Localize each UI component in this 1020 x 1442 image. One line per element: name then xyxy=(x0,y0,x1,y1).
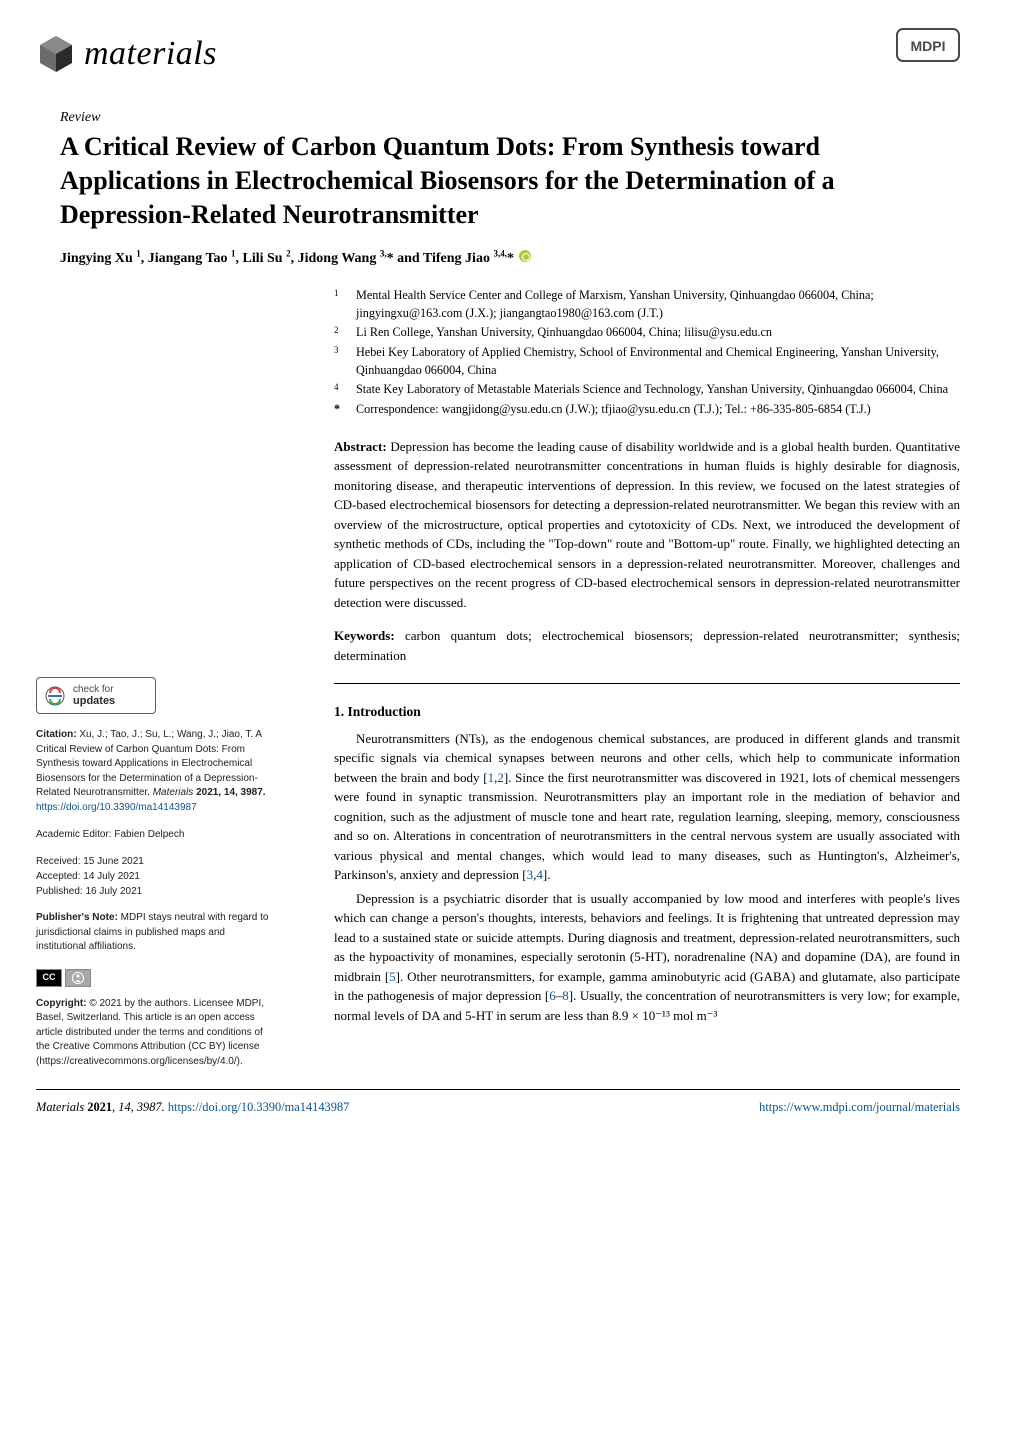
page-footer: Materials 2021, 14, 3987. https://doi.or… xyxy=(36,1089,960,1141)
affiliations: 1 Mental Health Service Center and Colleg… xyxy=(334,287,960,419)
citation-doi-link[interactable]: https://doi.org/10.3390/ma14143987 xyxy=(36,802,197,813)
two-column-region: check for updates Citation: Xu, J.; Tao,… xyxy=(0,287,1020,1069)
keywords-label: Keywords: xyxy=(334,628,395,643)
footer-right: https://www.mdpi.com/journal/materials xyxy=(759,1098,960,1117)
citation-journal: Materials xyxy=(153,787,194,798)
editor-label: Academic Editor: xyxy=(36,829,114,840)
editor-block: Academic Editor: Fabien Delpech xyxy=(36,827,274,842)
editor-name: Fabien Delpech xyxy=(114,829,184,840)
authors-text: Jingying Xu 1, Jiangang Tao 1, Lili Su 2… xyxy=(60,251,514,266)
journal-logo: materials xyxy=(36,28,217,79)
affil-text: Hebei Key Laboratory of Applied Chemistr… xyxy=(356,344,960,379)
cc-by-badge: CC xyxy=(36,969,274,987)
affil-row: 1 Mental Health Service Center and Colleg… xyxy=(334,287,960,322)
affil-num: 2 xyxy=(334,324,344,342)
check-updates-badge[interactable]: check for updates xyxy=(36,677,156,714)
correspondence-row: * Correspondence: wangjidong@ysu.edu.cn (… xyxy=(334,401,960,419)
affil-text: Mental Health Service Center and College… xyxy=(356,287,960,322)
accepted-date: Accepted: 14 July 2021 xyxy=(36,869,274,884)
check-line2: updates xyxy=(73,695,115,707)
check-updates-icon xyxy=(45,686,65,706)
corr-text: Correspondence: wangjidong@ysu.edu.cn (J… xyxy=(356,401,960,419)
page-header: materials MDPI xyxy=(0,0,1020,107)
body-paragraph: Neurotransmitters (NTs), as the endogeno… xyxy=(334,729,960,885)
affil-text: Li Ren College, Yanshan University, Qinh… xyxy=(356,324,960,342)
p1-b: ]. Since the first neurotransmitter was … xyxy=(334,770,960,883)
by-person-icon xyxy=(72,972,84,984)
orcid-icon xyxy=(519,250,531,262)
affil-num: 4 xyxy=(334,381,344,399)
abstract-label: Abstract: xyxy=(334,439,387,454)
abstract: Abstract: Depression has become the lead… xyxy=(334,437,960,613)
footer-journal: Materials xyxy=(36,1100,87,1114)
footer-year: 2021 xyxy=(87,1100,112,1114)
mdpi-logo: MDPI xyxy=(896,28,960,68)
footer-doi-link[interactable]: https://doi.org/10.3390/ma14143987 xyxy=(168,1100,350,1114)
check-line1: check for xyxy=(73,684,114,695)
keywords-text: carbon quantum dots; electrochemical bio… xyxy=(334,628,960,663)
affil-num: 1 xyxy=(334,287,344,322)
main-column: 1 Mental Health Service Center and Colleg… xyxy=(292,287,1020,1029)
footer-volpg: , 14, 3987. xyxy=(112,1100,168,1114)
footer-journal-link[interactable]: https://www.mdpi.com/journal/materials xyxy=(759,1100,960,1114)
article-type: Review xyxy=(0,107,1020,128)
keywords: Keywords: carbon quantum dots; electroch… xyxy=(334,626,960,665)
section-rule xyxy=(334,683,960,684)
citation-block: Citation: Xu, J.; Tao, J.; Su, L.; Wang,… xyxy=(36,728,274,815)
section-heading: 1. Introduction xyxy=(334,702,960,722)
body-paragraph: Depression is a psychiatric disorder tha… xyxy=(334,889,960,1026)
pubnote-label: Publisher's Note: xyxy=(36,912,118,923)
journal-name: materials xyxy=(84,28,217,79)
hex-icon xyxy=(36,34,76,74)
abstract-text: Depression has become the leading cause … xyxy=(334,439,960,610)
corr-mark: * xyxy=(334,401,344,419)
svg-text:MDPI: MDPI xyxy=(911,38,946,54)
copyright-label: Copyright: xyxy=(36,998,87,1009)
sidebar-spacer xyxy=(36,287,274,677)
received-date: Received: 15 June 2021 xyxy=(36,854,274,869)
by-cell xyxy=(65,969,91,987)
published-date: Published: 16 July 2021 xyxy=(36,884,274,899)
footer-left: Materials 2021, 14, 3987. https://doi.or… xyxy=(36,1098,349,1117)
publishers-note: Publisher's Note: MDPI stays neutral wit… xyxy=(36,911,274,955)
citation-yearvol: 2021, 14, 3987. xyxy=(193,787,265,798)
p1-c: ]. xyxy=(543,867,551,882)
affil-num: 3 xyxy=(334,344,344,379)
dates-block: Received: 15 June 2021 Accepted: 14 July… xyxy=(36,854,274,899)
cc-cell: CC xyxy=(36,969,62,987)
authors-line: Jingying Xu 1, Jiangang Tao 1, Lili Su 2… xyxy=(0,247,1020,269)
check-updates-text: check for updates xyxy=(73,684,115,707)
affil-row: 4 State Key Laboratory of Metastable Mate… xyxy=(334,381,960,399)
sidebar: check for updates Citation: Xu, J.; Tao,… xyxy=(0,287,292,1069)
copyright-block: Copyright: © 2021 by the authors. Licens… xyxy=(36,997,274,1070)
affil-row: 3 Hebei Key Laboratory of Applied Chemist… xyxy=(334,344,960,379)
affil-text: State Key Laboratory of Metastable Mater… xyxy=(356,381,960,399)
citation-label: Citation: xyxy=(36,729,77,740)
article-title: A Critical Review of Carbon Quantum Dots… xyxy=(0,130,1020,231)
affil-row: 2 Li Ren College, Yanshan University, Qin… xyxy=(334,324,960,342)
